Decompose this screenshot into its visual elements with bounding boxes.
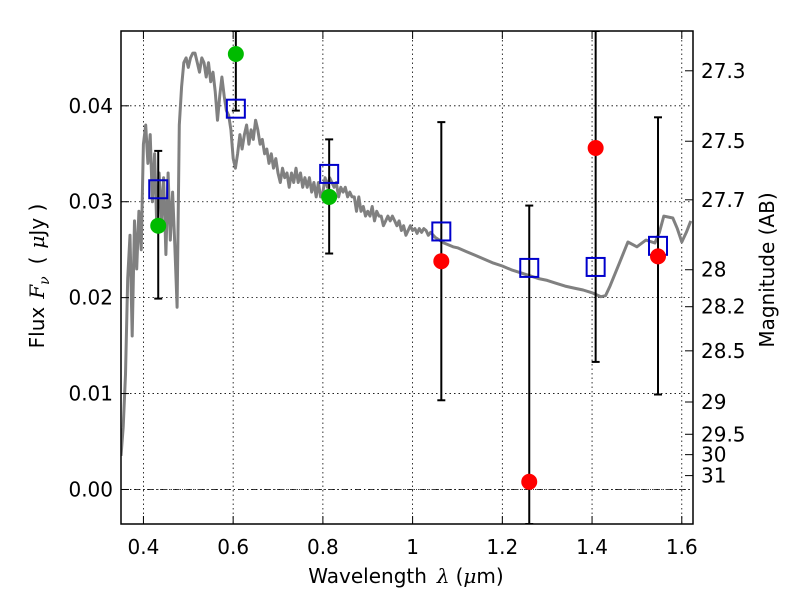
model-spectrum-line bbox=[121, 51, 693, 457]
mag-tick-label: 29 bbox=[701, 390, 726, 414]
detection-point bbox=[321, 188, 338, 205]
x-tick-label: 0.4 bbox=[128, 535, 160, 559]
x-tick-label: 1.4 bbox=[576, 535, 608, 559]
tick-marks bbox=[121, 31, 693, 524]
x-tick-label: 1 bbox=[406, 535, 419, 559]
observed-photometry-group bbox=[150, 46, 667, 490]
detection-point bbox=[150, 217, 167, 234]
mag-tick-label: 31 bbox=[701, 464, 726, 488]
x-tick-label: 1.2 bbox=[486, 535, 518, 559]
y-tick-label: 0.02 bbox=[68, 286, 113, 310]
mag-tick-label: 27.5 bbox=[701, 129, 746, 153]
mag-tick-label: 28 bbox=[701, 258, 726, 282]
nondetection-point bbox=[650, 248, 667, 265]
plot-frame bbox=[120, 30, 694, 525]
y-tick-label: 0.00 bbox=[68, 477, 113, 501]
y-axis-label: FluxFν(μJy ) bbox=[25, 204, 53, 349]
model-photometry-square bbox=[431, 221, 452, 242]
x-tick-label: 0.8 bbox=[307, 535, 339, 559]
mag-tick-label: 29.5 bbox=[701, 422, 746, 446]
x-tick-label: 0.6 bbox=[217, 535, 249, 559]
mag-tick-label: 27.3 bbox=[701, 59, 746, 83]
y-tick-labels: 0.00 0.01 0.02 0.03 0.04 bbox=[68, 94, 113, 502]
model-photometry-square bbox=[519, 257, 540, 278]
y-tick-label: 0.04 bbox=[68, 94, 113, 118]
model-photometry-square bbox=[148, 179, 169, 200]
x-axis-label: Wavelength λ (μm) bbox=[308, 564, 503, 588]
model-photometry-square bbox=[585, 256, 606, 277]
model-photometry-square bbox=[319, 163, 340, 184]
model-photometry-square bbox=[225, 98, 246, 119]
model-photometry-group bbox=[148, 98, 669, 278]
plot-area bbox=[121, 31, 693, 524]
plot-background bbox=[121, 31, 693, 524]
nondetection-point bbox=[521, 473, 538, 490]
nondetection-point bbox=[587, 140, 604, 157]
mag-tick-label: 28.5 bbox=[701, 339, 746, 363]
detection-point bbox=[227, 46, 244, 63]
mag-tick-label: 27.7 bbox=[701, 188, 746, 212]
y-tick-label: 0.03 bbox=[68, 190, 113, 214]
mag-tick-label: 30 bbox=[701, 443, 726, 467]
nondetection-point bbox=[433, 253, 450, 270]
x-tick-label: 1.6 bbox=[666, 535, 698, 559]
x-tick-labels: 0.4 0.6 0.8 1 1.2 1.4 1.6 bbox=[128, 535, 698, 559]
y2-axis-label: Magnitude (AB) bbox=[755, 192, 779, 347]
y-tick-label: 0.01 bbox=[68, 382, 113, 406]
mag-tick-label: 28.2 bbox=[701, 295, 746, 319]
